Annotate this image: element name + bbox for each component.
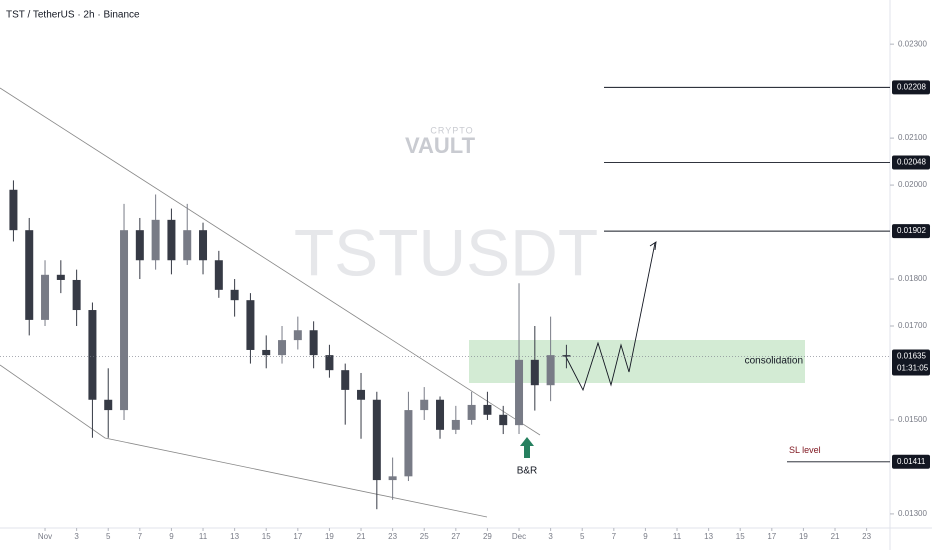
candle-body — [483, 404, 492, 415]
candle-body — [25, 230, 34, 320]
candle-body — [515, 359, 524, 426]
x-tick-label: Dec — [512, 532, 526, 541]
candle-body — [9, 189, 18, 231]
x-tick-label: 19 — [799, 532, 808, 541]
countdown: 01:31:05 — [897, 364, 929, 373]
x-tick-label: 29 — [483, 532, 492, 541]
x-tick-label: 3 — [548, 532, 553, 541]
projection — [564, 242, 656, 392]
candle-body — [56, 274, 65, 280]
x-tick-label: 27 — [451, 532, 460, 541]
candle-body — [262, 349, 271, 356]
y-tick-label: 0.01800 — [898, 274, 927, 283]
candle-body — [341, 370, 350, 390]
candle-body — [420, 399, 429, 411]
level-text: SL level — [789, 445, 821, 455]
x-tick-label: 11 — [199, 532, 208, 541]
x-tick-label: 7 — [612, 532, 617, 541]
level-tag — [892, 155, 930, 170]
y-tick-label: 0.02100 — [898, 133, 927, 142]
candle-body — [530, 359, 539, 386]
level-label: 0.01411 — [897, 457, 926, 466]
logo-sub: CRYPTO — [430, 125, 473, 135]
x-tick-label: 19 — [325, 532, 334, 541]
x-tick-label: 15 — [262, 532, 271, 541]
candle-body — [467, 404, 476, 420]
y-tick-label: 0.01300 — [898, 509, 927, 518]
x-tick-label: 23 — [388, 532, 397, 541]
candle-body — [372, 399, 381, 481]
logo: VAULT — [405, 133, 476, 158]
projection-arrow — [649, 241, 657, 251]
x-tick-label: 3 — [74, 532, 79, 541]
x-tick-label: 9 — [643, 532, 648, 541]
consolidation-zone — [469, 340, 805, 383]
x-tick-label: 11 — [673, 532, 682, 541]
x-tick-label: 23 — [862, 532, 871, 541]
candle-body — [309, 330, 318, 356]
candle-body — [325, 355, 334, 371]
candle-body — [151, 219, 160, 261]
x-tick-label: 13 — [704, 532, 713, 541]
x-tick-label: 5 — [106, 532, 111, 541]
level-label: 0.01902 — [897, 226, 926, 235]
level-tag — [892, 80, 930, 95]
candle-body — [499, 414, 508, 426]
candle-body — [357, 389, 366, 400]
x-tick-label: 15 — [736, 532, 745, 541]
x-tick-label: 17 — [293, 532, 302, 541]
x-tick-label: 13 — [230, 532, 239, 541]
candle-body — [293, 330, 302, 341]
candle-body — [135, 230, 144, 261]
y-tick-label: 0.02000 — [898, 180, 927, 189]
trend-line — [0, 364, 488, 518]
candle-body — [72, 279, 81, 311]
level-tag — [892, 224, 930, 239]
x-tick-label: 25 — [420, 532, 429, 541]
signal-label: B&R — [517, 466, 538, 477]
candle-body — [120, 230, 129, 411]
candle-body — [278, 340, 287, 356]
candle-body — [436, 399, 445, 430]
last-price-tag — [892, 349, 930, 376]
x-tick-label: 5 — [580, 532, 585, 541]
candle-body — [451, 419, 460, 430]
y-tick-label: 0.02300 — [898, 39, 927, 48]
zone-label: consolidation — [745, 356, 803, 367]
candle-body — [404, 410, 413, 477]
candle-body — [562, 355, 571, 357]
candle-body — [167, 219, 176, 261]
candle-body — [546, 355, 555, 386]
candle-body — [41, 274, 50, 320]
x-tick-label: 21 — [357, 532, 366, 541]
x-tick-label: 17 — [767, 532, 776, 541]
trend-line — [0, 87, 541, 436]
x-tick-label: 9 — [169, 532, 174, 541]
x-tick-label: Nov — [38, 532, 52, 541]
candle-body — [88, 310, 97, 400]
candle-body — [214, 260, 223, 290]
chart-title: TST / TetherUS · 2h · Binance — [6, 10, 140, 21]
candle-body — [230, 289, 239, 301]
watermark: TSTUSDT — [294, 215, 598, 289]
level-label: 0.02208 — [897, 82, 926, 91]
level-label: 0.02048 — [897, 158, 926, 167]
candle-body — [246, 300, 255, 350]
candle-body — [388, 476, 397, 481]
y-tick-label: 0.01700 — [898, 321, 927, 330]
x-tick-label: 21 — [831, 532, 840, 541]
candle-body — [199, 230, 208, 261]
candle-body — [104, 399, 113, 411]
last-price-label: 0.01635 — [897, 352, 926, 361]
candle-body — [183, 230, 192, 261]
signal-arrow — [520, 437, 534, 458]
x-tick-label: 7 — [138, 532, 143, 541]
y-tick-label: 0.01500 — [898, 415, 927, 424]
level-tag — [892, 454, 930, 469]
